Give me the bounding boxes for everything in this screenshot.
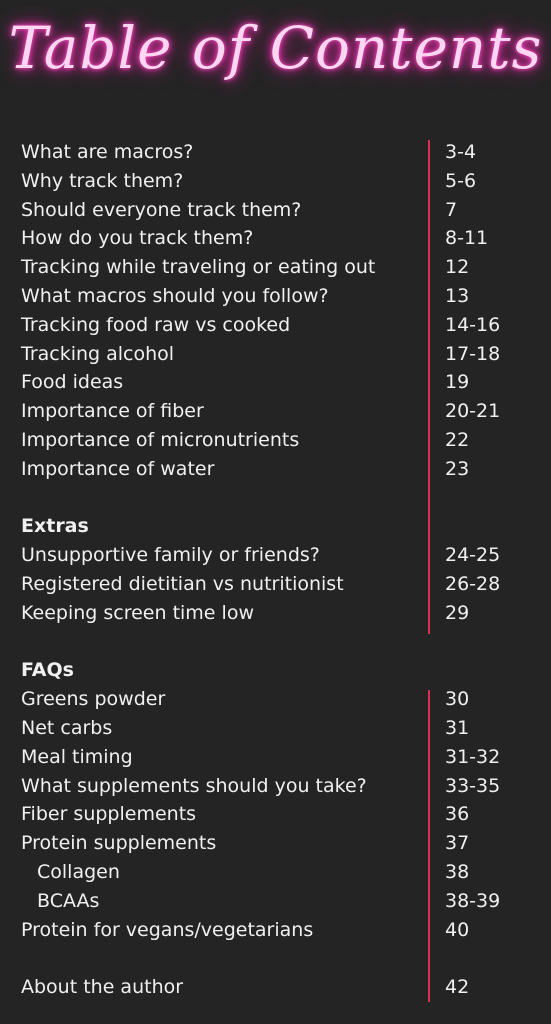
entry-page: 37: [445, 832, 470, 855]
toc-entry: Unsupportive family or friends? 24-25: [21, 541, 531, 570]
section-heading: Extras: [21, 512, 531, 541]
entry-label: Greens powder: [21, 688, 166, 711]
toc-entry: Fiber supplements 36: [21, 800, 531, 829]
toc-entry: How do you track them? 8-11: [21, 224, 531, 253]
entry-page: 5-6: [445, 169, 477, 192]
entry-page: 29: [445, 601, 470, 624]
entry-label: Food ideas: [21, 371, 124, 394]
entry-label: Registered dietitian vs nutritionist: [21, 573, 344, 595]
title: Table of Contents: [8, 14, 543, 82]
toc-entry: What supplements should you take? 33-35: [21, 772, 531, 801]
entry-label: Tracking food raw vs cooked: [21, 313, 291, 336]
toc-entry: What are macros? 3-4: [21, 138, 531, 167]
entry-page: 38-39: [445, 889, 501, 912]
entry-label: Importance of fiber: [21, 400, 204, 423]
entry-page: 30: [445, 688, 470, 711]
entry-page: 42: [445, 976, 470, 999]
entry-label: About the author: [21, 976, 184, 999]
entry-label: Keeping screen time low: [21, 601, 254, 624]
toc-entry: Meal timing 31-32: [21, 743, 531, 772]
entry-label: Meal timing: [21, 745, 133, 768]
entry-page: 23: [445, 457, 470, 480]
toc-entry: Tracking while traveling or eating out 12: [21, 253, 531, 282]
toc-entry: Registered dietitian vs nutritionist 26-2…: [21, 570, 531, 599]
toc-entry: Keeping screen time low 29: [21, 599, 531, 628]
entry-page: 31-32: [445, 745, 501, 768]
entry-page: 7: [445, 198, 458, 221]
toc-entry: Collagen 38: [21, 858, 531, 887]
entry-label: Tracking while traveling or eating out: [21, 256, 376, 279]
entry-label: Why track them?: [21, 169, 184, 192]
entry-page: 26-28: [445, 573, 501, 595]
entry-page: 31: [445, 717, 470, 739]
entry-label: Importance of water: [21, 457, 215, 480]
toc-entry: Should everyone track them? 7: [21, 196, 531, 225]
toc-entry: BCAAs 38-39: [21, 887, 531, 916]
entry-page: 36: [445, 803, 470, 826]
entry-label: Importance of micronutrients: [21, 429, 300, 451]
section-heading-text: Extras: [21, 515, 89, 538]
entry-page: 22: [445, 429, 470, 451]
entry-label: Protein for vegans/vegetarians: [21, 918, 314, 941]
toc-entry: Importance of fiber 20-21: [21, 397, 531, 426]
entry-label: How do you track them?: [21, 227, 254, 250]
entry-page: 33-35: [445, 774, 501, 797]
entry-label: Protein supplements: [21, 832, 217, 855]
toc-entry: Why track them? 5-6: [21, 167, 531, 196]
entry-label: What macros should you follow?: [21, 285, 329, 307]
divider: [428, 140, 430, 634]
toc-entry: Protein supplements 37: [21, 829, 531, 858]
toc-entry: Importance of micronutrients 22: [21, 426, 531, 455]
section-heading: FAQs: [21, 656, 531, 685]
entry-label: Fiber supplements: [21, 803, 197, 826]
entry-page: 3-4: [445, 141, 477, 163]
toc-entry: Importance of water 23: [21, 455, 531, 484]
divider: [428, 690, 430, 1002]
toc-entry: Tracking alcohol 17-18: [21, 340, 531, 369]
toc-entry: Protein for vegans/vegetarians 40: [21, 916, 531, 945]
entry-page: 38: [445, 861, 470, 883]
toc-entry: About the author 42: [21, 973, 531, 1002]
entry-page: 13: [445, 285, 470, 307]
entry-label: Collagen: [37, 861, 120, 883]
entry-label: What are macros?: [21, 141, 194, 163]
entry-page: 20-21: [445, 400, 501, 423]
toc-entry: Tracking food raw vs cooked 14-16: [21, 311, 531, 340]
entry-page: 19: [445, 371, 470, 394]
entry-label: Unsupportive family or friends?: [21, 544, 320, 567]
entry-page: 8-11: [445, 227, 489, 250]
entry-page: 24-25: [445, 544, 501, 567]
section-heading-text: FAQs: [21, 659, 74, 682]
toc-entry: Net carbs 31: [21, 714, 531, 743]
entry-label: Tracking alcohol: [21, 342, 175, 365]
entry-page: 40: [445, 918, 470, 941]
entry-label: BCAAs: [37, 889, 100, 912]
entry-page: 17-18: [445, 342, 501, 365]
entry-label: Should everyone track them?: [21, 198, 302, 221]
entry-page: 14-16: [445, 313, 501, 336]
toc-entry: What macros should you follow? 13: [21, 282, 531, 311]
entry-label: What supplements should you take?: [21, 774, 367, 797]
entry-page: 12: [445, 256, 470, 279]
entry-label: Net carbs: [21, 717, 113, 739]
toc-entry: Food ideas 19: [21, 368, 531, 397]
toc-entry: Greens powder 30: [21, 685, 531, 714]
